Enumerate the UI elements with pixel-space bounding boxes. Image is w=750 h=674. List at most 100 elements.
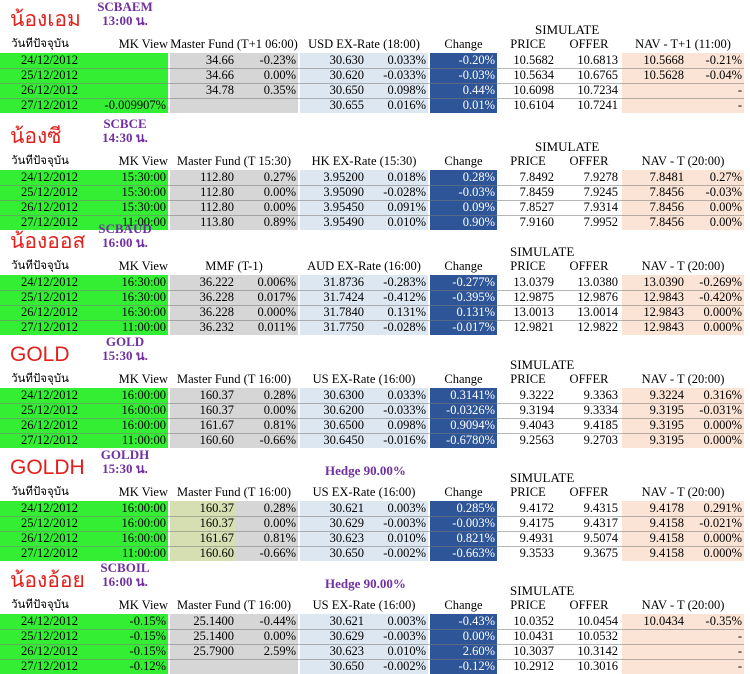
cell-m1: 160.37 — [199, 388, 234, 402]
cell-nav2: -0.03% — [705, 185, 742, 199]
mk-view-header: MK View — [118, 598, 168, 612]
cell-chg: 0.90% — [462, 215, 495, 229]
row-divider — [0, 644, 744, 645]
cell-chg: 0.28% — [462, 170, 495, 184]
cell-nav2: - — [737, 629, 742, 643]
hedge-ratio: Hedge 90.00% — [325, 576, 406, 591]
fund-code: SCBAEM — [97, 0, 153, 14]
cell-date: 27/12/2012 — [21, 98, 78, 112]
cell-price: 9.4931 — [519, 531, 554, 545]
cell-mk: 11:00:00 — [122, 320, 166, 334]
cell-price: 9.3533 — [519, 546, 554, 560]
cell-fx1: 31.8736 — [323, 275, 364, 289]
offer-header: OFFER — [569, 598, 609, 612]
cell-price: 9.4043 — [519, 418, 554, 432]
row-divider — [0, 68, 744, 69]
cell-chg: -0.43% — [458, 614, 495, 628]
change-header: Change — [444, 598, 483, 612]
cell-nav1: 9.4178 — [649, 501, 684, 515]
simulate-label: SIMULATE — [510, 583, 575, 598]
cell-fx2: 0.018% — [387, 170, 426, 184]
cell-m2: -0.44% — [259, 614, 296, 628]
cell-date: 25/12/2012 — [21, 516, 78, 530]
cell-m1 — [170, 98, 236, 113]
fund-title: น้องซี — [10, 125, 62, 148]
cell-m1: 113.80 — [200, 215, 234, 229]
cell-offer: 7.9278 — [583, 170, 618, 184]
fund-section: น้องออส SCBAUD 16:00 น. SIMULATE วันที่ปัจจุ… — [0, 222, 750, 335]
cell-nav2: - — [737, 98, 742, 112]
cell-chg: 0.44% — [462, 83, 495, 97]
master-fund-header: Master Fund (T 16:00) — [177, 372, 291, 386]
fx-rate-header: US EX-Rate (16:00) — [312, 598, 416, 612]
cell-price: 9.3194 — [519, 403, 554, 417]
fx-rate-header: USD EX-Rate (18:00) — [308, 37, 420, 51]
cell-m1: 36.222 — [199, 275, 234, 289]
cell-date: 26/12/2012 — [21, 531, 78, 545]
offer-header: OFFER — [569, 372, 609, 386]
cell-m2: 0.00% — [263, 185, 296, 199]
cell-fx2: 0.033% — [387, 388, 426, 402]
cell-m1: 34.66 — [205, 68, 234, 82]
change-header: Change — [444, 485, 483, 499]
cell-fx2: -0.016% — [383, 433, 426, 447]
cell-chg: -0.20% — [458, 53, 495, 67]
cell-nav1: 7.8456 — [649, 200, 684, 214]
nav-header: NAV - T (20:00) — [641, 154, 725, 168]
cell-date: 27/12/2012 — [21, 320, 78, 334]
cell-nav1: 9.4158 — [649, 516, 684, 530]
mk-view-header: MK View — [118, 259, 168, 273]
cell-date: 26/12/2012 — [21, 418, 78, 432]
cell-fx2: -0.003% — [383, 629, 426, 643]
cell-m2: 0.81% — [263, 418, 296, 432]
cell-mk: 15:30:00 — [121, 170, 166, 184]
cell-m1: 25.7900 — [193, 644, 234, 658]
cell-fx1: 3.95200 — [323, 170, 364, 184]
cell-offer: 12.9876 — [577, 290, 618, 304]
cell-chg: 0.00% — [462, 629, 495, 643]
cell-fx1: 30.621 — [329, 501, 364, 515]
cell-nav2: 0.316% — [703, 388, 742, 402]
cell-m2: 0.28% — [263, 501, 296, 515]
cell-chg: 2.60% — [462, 644, 495, 658]
cell-fx1: 30.621 — [329, 614, 364, 628]
change-header: Change — [444, 259, 483, 273]
nav-header: NAV - T (20:00) — [641, 372, 725, 386]
cell-nav2: 0.000% — [703, 418, 742, 432]
cell-price: 9.2563 — [519, 433, 554, 447]
cell-nav2: 0.000% — [703, 546, 742, 560]
cell-m1: 160.60 — [199, 433, 234, 447]
cell-chg: 0.3141% — [450, 388, 495, 402]
cell-offer: 13.0380 — [577, 275, 618, 289]
cell-fx1: 31.7424 — [323, 290, 364, 304]
row-divider — [0, 629, 744, 630]
cell-price: 12.9821 — [513, 320, 554, 334]
cell-fx2: 0.016% — [387, 98, 426, 112]
cell-fx2: -0.002% — [383, 546, 426, 560]
cell-nav1: 9.3195 — [649, 418, 684, 432]
cell-mk: -0.15% — [129, 644, 166, 658]
cell-price: 10.6104 — [513, 98, 554, 112]
cell-date: 25/12/2012 — [21, 403, 78, 417]
date-header: วันที่ปัจจุบัน — [11, 486, 69, 498]
row-divider — [0, 185, 744, 186]
cell-fx2: 0.010% — [387, 215, 426, 229]
fund-title: GOLD — [10, 343, 70, 366]
date-header: วันที่ปัจจุบัน — [11, 599, 69, 611]
date-header: วันที่ปัจจุบัน — [11, 373, 69, 385]
cell-m1: 36.232 — [199, 320, 234, 334]
cell-nav1: 10.0434 — [643, 614, 684, 628]
price-header: PRICE — [510, 154, 546, 168]
cell-nav2: 0.00% — [709, 200, 742, 214]
cell-mk: 16:30:00 — [121, 305, 166, 319]
cell-date: 26/12/2012 — [21, 83, 78, 97]
simulate-label: SIMULATE — [510, 470, 575, 485]
cell-price: 7.8459 — [519, 185, 554, 199]
cell-mk: 16:30:00 — [121, 290, 166, 304]
cell-nav1: 9.3195 — [649, 403, 684, 417]
cell-m2: 0.35% — [263, 83, 296, 97]
mk-view-header: MK View — [118, 485, 168, 499]
cell-fx1: 30.6200 — [323, 403, 364, 417]
cell-fx2: -0.003% — [383, 516, 426, 530]
cell-price: 10.5634 — [513, 68, 554, 82]
